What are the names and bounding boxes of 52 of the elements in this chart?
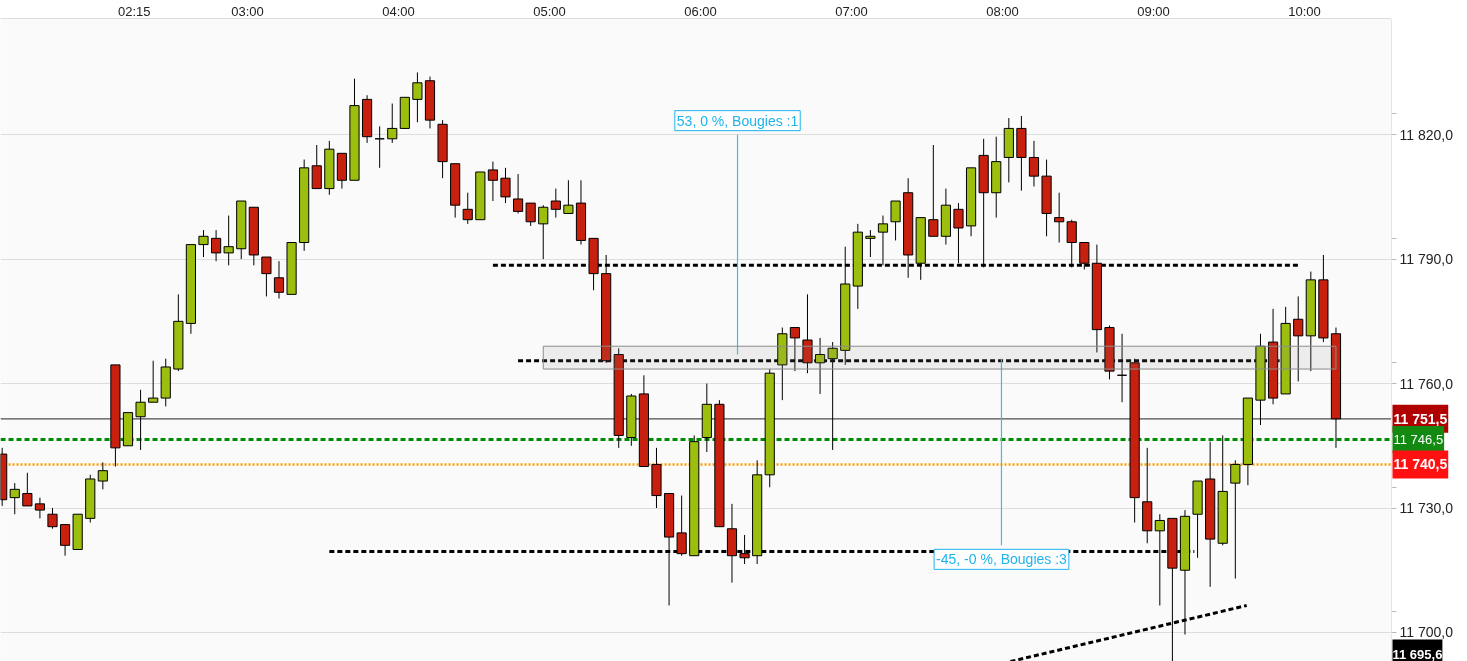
candlestick — [525, 202, 536, 227]
candlestick — [148, 360, 159, 403]
y-tick-label: 11 820,0 — [1399, 126, 1454, 143]
x-tick-label: 08:00 — [986, 3, 1019, 19]
candlestick — [387, 103, 398, 144]
x-tick-label: 02:15 — [118, 3, 151, 19]
annotation: -45, -0 %, Bougies :3 — [936, 551, 1068, 568]
candlestick — [890, 200, 901, 241]
candlestick — [1230, 459, 1241, 580]
candlestick — [9, 482, 20, 515]
candlestick — [1054, 192, 1065, 244]
y-tick-label: 11 730,0 — [1399, 500, 1454, 517]
candlestick — [223, 215, 234, 266]
candlestick — [928, 144, 939, 237]
x-tick-label: 09:00 — [1137, 3, 1170, 19]
ref-line-label: 11 751,5 — [1393, 410, 1448, 427]
candlestick — [210, 229, 222, 262]
candlestick — [563, 179, 574, 214]
ref-line-label: 11 740,5 — [1393, 456, 1448, 473]
x-tick-label: 07:00 — [835, 3, 868, 19]
text: 11 695,6 — [1392, 646, 1443, 661]
y-tick-label: 11 700,0 — [1399, 624, 1454, 641]
candlestick — [462, 192, 473, 225]
candlestick — [47, 507, 58, 530]
candlestick — [865, 229, 876, 258]
ref-line-label: 11 746,5 — [1393, 432, 1444, 448]
candlestick — [487, 161, 498, 202]
candlestick — [261, 256, 272, 297]
candlestick — [22, 472, 33, 507]
candlestick — [500, 167, 511, 204]
candlestick — [97, 461, 108, 490]
y-tick-label: 11 790,0 — [1399, 251, 1454, 268]
x-tick-label: 05:00 — [533, 3, 566, 19]
candlestick — [198, 229, 209, 258]
candlestick — [550, 188, 561, 219]
candlestick — [273, 260, 285, 300]
x-tick-label: 04:00 — [382, 3, 415, 19]
candlestick — [512, 173, 524, 214]
y-tick-label: 11 760,0 — [1399, 375, 1454, 392]
candlestick — [311, 144, 322, 190]
annotation: 53, 0 %, Bougies :1 — [676, 112, 799, 129]
candlestick — [1293, 295, 1304, 382]
x-tick-label: 06:00 — [684, 3, 717, 19]
x-tick-label: 10:00 — [1288, 3, 1321, 19]
candlestick — [135, 389, 146, 451]
x-tick-label: 03:00 — [231, 3, 264, 19]
candlestick — [1028, 140, 1040, 188]
candlestick — [538, 204, 549, 260]
candlestick — [34, 497, 45, 519]
candlestick — [374, 125, 385, 169]
candlestick — [412, 71, 423, 123]
candlestick — [59, 524, 71, 557]
